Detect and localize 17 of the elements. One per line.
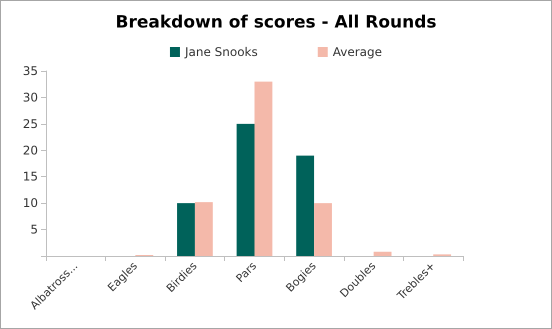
- legend-label: Jane Snooks: [184, 45, 258, 59]
- bar: [314, 203, 332, 256]
- y-tick-label: 35: [22, 64, 38, 78]
- bar: [177, 203, 195, 256]
- bar: [194, 202, 213, 256]
- y-tick-label: 25: [22, 116, 38, 131]
- y-tick-label: 30: [22, 90, 38, 104]
- y-tick-label: 10: [22, 196, 38, 210]
- y-tick-label: 5: [30, 222, 38, 237]
- bar: [236, 124, 254, 256]
- y-tick-label: 20: [22, 143, 38, 158]
- bar: [374, 252, 392, 256]
- legend-label: Average: [332, 45, 382, 59]
- bar: [254, 82, 272, 256]
- y-tick-label: 15: [22, 170, 38, 184]
- chart-title: Breakdown of scores - All Rounds: [115, 12, 437, 32]
- bar: [296, 156, 314, 256]
